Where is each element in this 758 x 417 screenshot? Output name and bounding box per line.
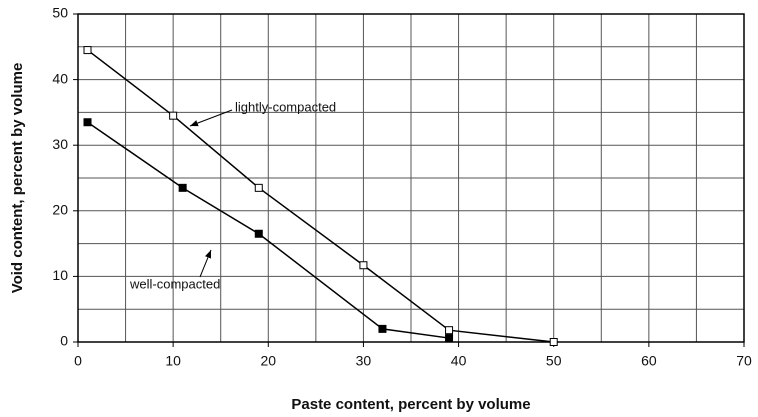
x-tick-label: 60 xyxy=(641,353,657,369)
x-tick-label: 40 xyxy=(451,353,467,369)
data-point xyxy=(83,46,92,55)
x-tick-label: 10 xyxy=(165,353,181,369)
data-point xyxy=(169,111,178,120)
y-tick-label: 50 xyxy=(52,5,68,21)
data-point xyxy=(254,183,263,192)
x-tick-label: 70 xyxy=(736,353,752,369)
annotation: lightly-compacted xyxy=(235,99,336,114)
y-tick-label: 20 xyxy=(52,202,68,218)
x-axis-label: Paste content, percent by volume xyxy=(291,396,530,413)
annotation: well-compacted xyxy=(129,276,220,291)
y-tick-label: 30 xyxy=(52,136,68,152)
data-point xyxy=(83,118,92,127)
y-tick-label: 40 xyxy=(52,70,68,86)
data-point xyxy=(178,183,187,192)
x-tick-label: 50 xyxy=(546,353,562,369)
series-line xyxy=(87,49,554,343)
x-tick-label: 0 xyxy=(74,353,82,369)
x-tick-label: 30 xyxy=(356,353,372,369)
data-point xyxy=(254,229,263,238)
y-tick-label: 0 xyxy=(60,333,68,349)
x-tick-label: 20 xyxy=(260,353,276,369)
y-axis-label: Void content, percent by volume xyxy=(9,63,26,294)
data-point xyxy=(445,334,454,343)
data-point xyxy=(445,326,454,335)
y-tick-label: 10 xyxy=(52,267,68,283)
data-point xyxy=(378,324,387,333)
annotation-arrow xyxy=(199,249,212,278)
annotation-arrow xyxy=(189,109,233,127)
plot-frame xyxy=(77,13,745,343)
data-point xyxy=(359,261,368,270)
data-point xyxy=(549,338,558,346)
